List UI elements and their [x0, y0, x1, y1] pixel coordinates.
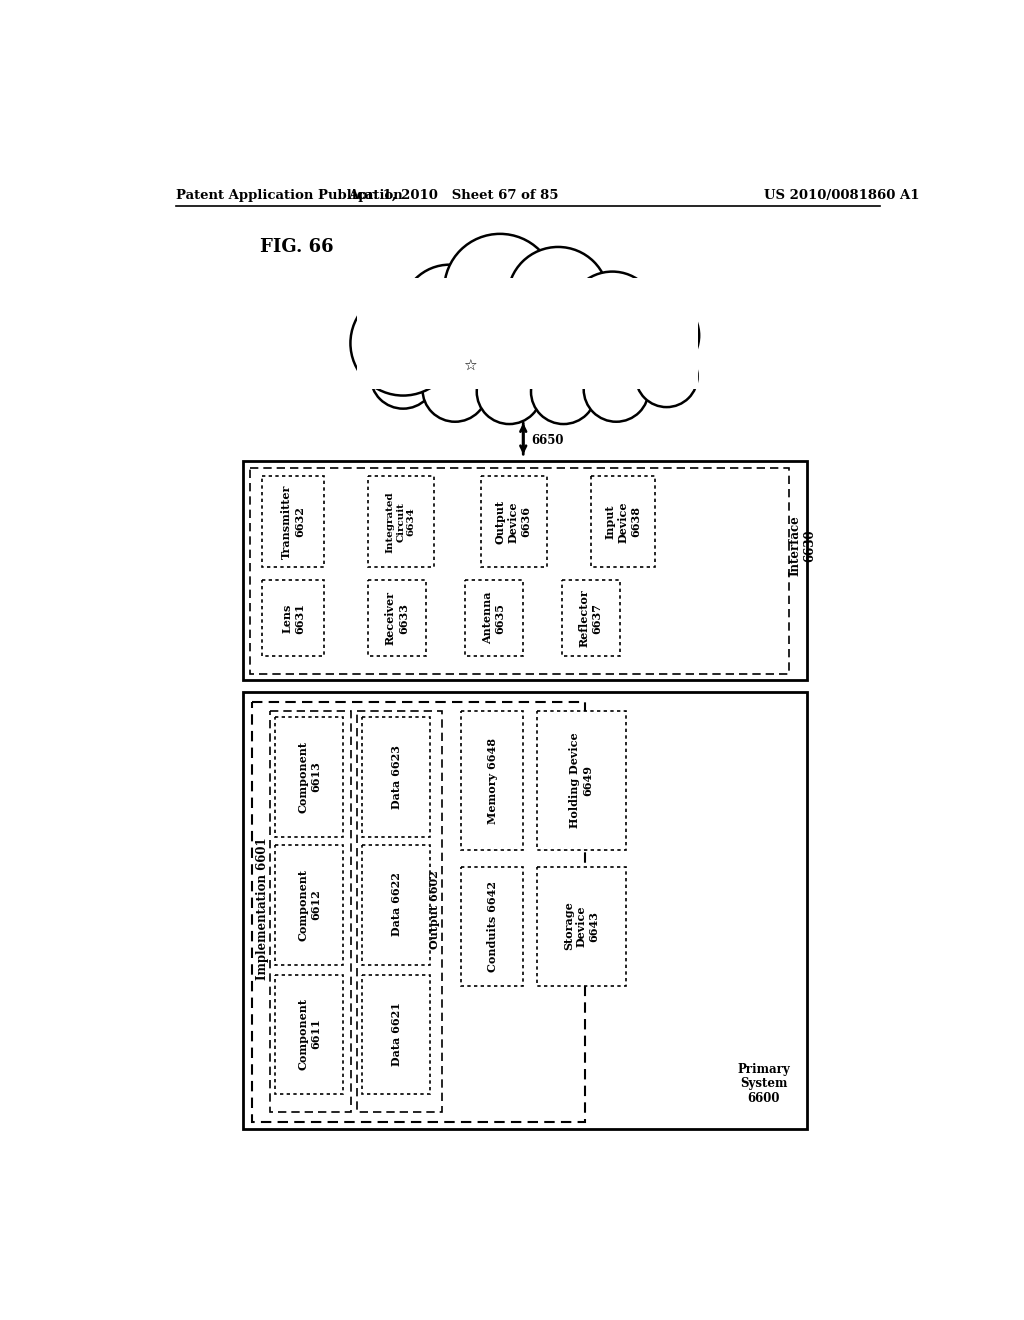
Bar [270, 711, 351, 1111]
Bar [362, 974, 430, 1094]
Text: FIG. 66: FIG. 66 [260, 238, 334, 256]
Bar [461, 711, 523, 850]
Text: Server
6694: Server 6694 [500, 335, 523, 376]
Ellipse shape [388, 305, 713, 405]
Text: Patent Application Publication: Patent Application Publication [176, 189, 402, 202]
Circle shape [477, 359, 542, 424]
Circle shape [618, 296, 699, 375]
Bar [251, 469, 790, 675]
Text: Interface
6630: Interface 6630 [788, 515, 816, 576]
Text: Implementation 6601: Implementation 6601 [256, 838, 268, 981]
Text: Router
6697: Router 6697 [591, 333, 614, 375]
Bar [362, 718, 430, 837]
Circle shape [423, 358, 487, 422]
Bar [262, 581, 324, 656]
Text: Output
Device
6636: Output Device 6636 [495, 500, 531, 544]
Circle shape [567, 272, 657, 360]
Text: Network
6690: Network 6690 [362, 329, 390, 385]
Text: Holding Device
6649: Holding Device 6649 [569, 733, 593, 829]
Circle shape [444, 234, 556, 345]
Circle shape [531, 359, 596, 424]
Text: Receiver
6633: Receiver 6633 [385, 591, 409, 645]
Bar [480, 477, 547, 568]
Bar [407, 321, 445, 393]
Bar [369, 581, 426, 656]
Bar [538, 711, 627, 850]
Bar [583, 322, 622, 388]
Circle shape [401, 264, 498, 360]
Circle shape [350, 290, 456, 396]
Text: Component
6611: Component 6611 [297, 998, 322, 1071]
Text: Output 6602: Output 6602 [429, 870, 439, 949]
Bar [243, 692, 807, 1130]
Circle shape [584, 358, 649, 422]
Bar [252, 702, 586, 1122]
Text: Memory 6648: Memory 6648 [486, 738, 498, 824]
Text: Input
Device
6638: Input Device 6638 [605, 502, 641, 543]
Text: Antenna
6635: Antenna 6635 [482, 591, 506, 644]
Bar [562, 581, 621, 656]
Text: Repeater
6691: Repeater 6691 [415, 329, 438, 385]
Bar [275, 974, 343, 1094]
Bar [493, 321, 531, 389]
Circle shape [636, 346, 697, 407]
Text: Reflector
6637: Reflector 6637 [579, 589, 602, 647]
Text: Integrated
Circuit
6634: Integrated Circuit 6634 [386, 491, 416, 553]
Bar [465, 581, 523, 656]
Text: Data 6622: Data 6622 [390, 873, 401, 936]
Text: Data 6623: Data 6623 [390, 744, 401, 809]
Bar [450, 308, 489, 393]
Bar [356, 711, 442, 1111]
Bar [592, 477, 655, 568]
Bar [243, 461, 807, 681]
Text: Lens
6631: Lens 6631 [282, 603, 305, 634]
Text: US 2010/0081860 A1: US 2010/0081860 A1 [764, 189, 919, 202]
Bar [262, 477, 324, 568]
Bar [356, 277, 697, 389]
Text: Component
6613: Component 6613 [297, 741, 322, 813]
Text: Primary
System
6600: Primary System 6600 [737, 1063, 790, 1106]
Bar [275, 718, 343, 837]
Bar [538, 867, 627, 986]
Text: Apr. 1, 2010   Sheet 67 of 85: Apr. 1, 2010 Sheet 67 of 85 [348, 189, 559, 202]
Text: ☆: ☆ [463, 359, 476, 374]
Bar [536, 321, 579, 388]
Text: Conduits 6642: Conduits 6642 [486, 880, 498, 972]
Bar [369, 477, 434, 568]
Text: Storage
Device
6643: Storage Device 6643 [563, 902, 600, 950]
Circle shape [371, 345, 435, 409]
Bar [362, 845, 430, 965]
Bar [275, 845, 343, 965]
Text: Processor
6695: Processor 6695 [545, 323, 568, 385]
Bar [461, 867, 523, 986]
Text: Data 6621: Data 6621 [390, 1002, 401, 1065]
Circle shape [508, 247, 608, 347]
Text: Transmitter
6632: Transmitter 6632 [282, 484, 305, 560]
Text: Satellite
6693: Satellite 6693 [458, 305, 481, 358]
Text: 6650: 6650 [531, 434, 563, 447]
Text: Component
6612: Component 6612 [297, 869, 322, 941]
